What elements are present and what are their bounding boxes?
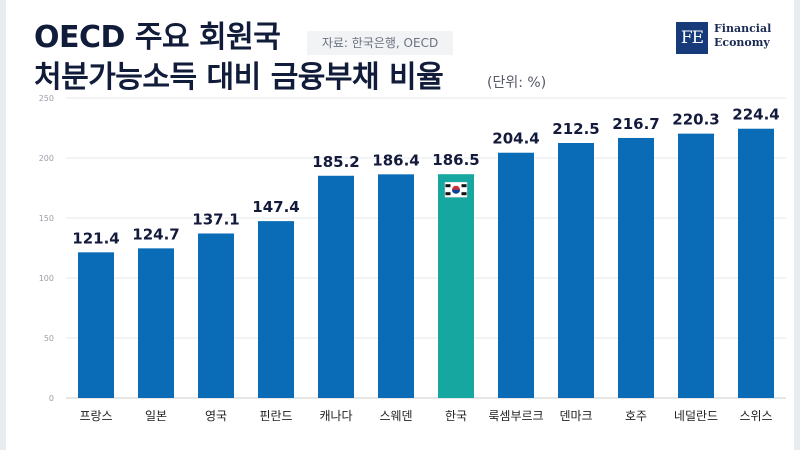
data-label: 147.4 (252, 198, 299, 216)
bar (258, 221, 294, 398)
bar (678, 134, 714, 398)
y-tick-label: 50 (44, 334, 54, 343)
data-label: 216.7 (612, 115, 659, 133)
flag-trigram (462, 192, 467, 195)
data-label: 212.5 (552, 120, 599, 138)
data-label: 204.4 (492, 130, 539, 148)
y-tick-label: 150 (39, 214, 54, 223)
data-label: 220.3 (672, 111, 719, 129)
x-tick-label: 스웨덴 (379, 409, 412, 423)
bar-chart: 0 50 100 150 200 250 121.4 프랑스 124.7 일본 137.1 영국 147… (0, 0, 800, 450)
y-tick-label: 250 (39, 94, 54, 103)
flag-trigram (446, 192, 451, 195)
y-tick-label: 0 (49, 394, 54, 403)
data-label: 186.5 (432, 151, 479, 169)
x-tick-label: 룩셈부르크 (488, 409, 543, 423)
data-label: 186.4 (372, 151, 419, 169)
bar (318, 176, 354, 398)
x-tick-label: 덴마크 (559, 409, 592, 423)
bar (438, 174, 474, 398)
bar (138, 248, 174, 398)
x-tick-label: 영국 (205, 409, 227, 423)
bar (558, 143, 594, 398)
y-tick-label: 100 (39, 274, 54, 283)
bar (498, 153, 534, 398)
bar (378, 174, 414, 398)
x-tick-label: 핀란드 (259, 409, 292, 423)
x-tick-label: 스위스 (739, 409, 772, 423)
x-tick-label: 네덜란드 (674, 409, 718, 423)
data-label: 185.2 (312, 153, 359, 171)
chart-card: OECD 주요 회원국 처분가능소득 대비 금융부채 비율 자료: 한국은행, … (0, 0, 800, 450)
bar (738, 129, 774, 398)
flag-trigram (462, 184, 467, 187)
y-tick-label: 200 (39, 154, 54, 163)
data-label: 137.1 (192, 210, 239, 228)
flag-trigram (446, 184, 451, 187)
bar (198, 233, 234, 398)
data-label: 124.7 (132, 225, 179, 243)
x-tick-label: 한국 (445, 409, 467, 423)
bar (618, 138, 654, 398)
x-tick-label: 프랑스 (79, 409, 112, 423)
x-tick-label: 호주 (625, 409, 647, 423)
data-label: 121.4 (72, 229, 119, 247)
data-label: 224.4 (732, 106, 779, 124)
x-tick-label: 캐나다 (319, 409, 352, 423)
bar (78, 252, 114, 398)
x-tick-label: 일본 (145, 409, 167, 423)
